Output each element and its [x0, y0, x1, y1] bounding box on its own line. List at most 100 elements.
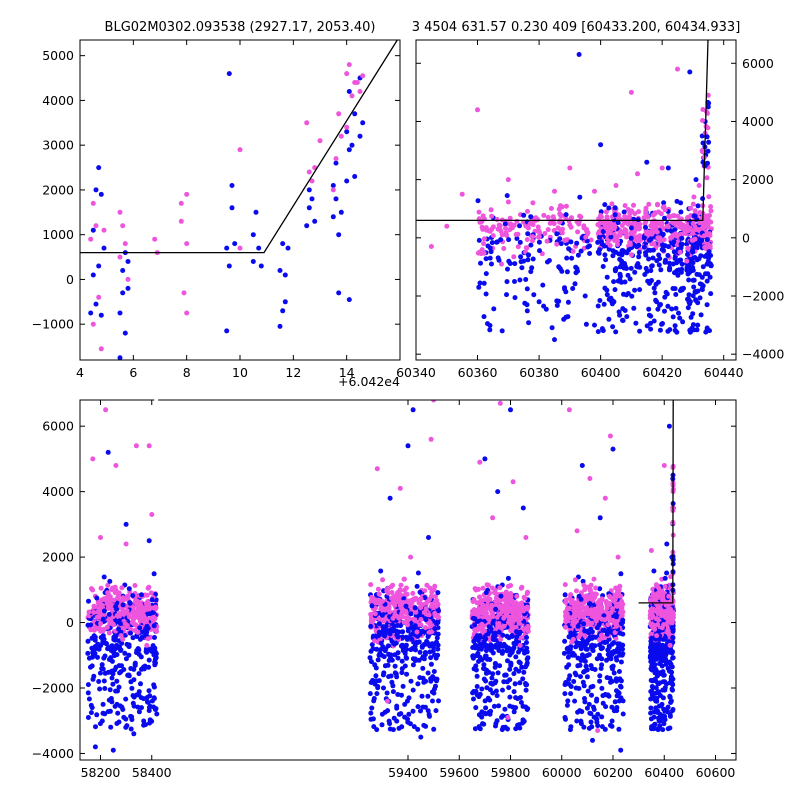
data-point	[679, 261, 685, 267]
data-point	[525, 225, 531, 231]
data-point	[503, 589, 509, 595]
data-point	[576, 52, 582, 57]
data-point	[505, 715, 511, 720]
data-point	[581, 582, 587, 588]
data-point	[97, 686, 103, 692]
data-point	[613, 183, 619, 188]
x-tick-label: 60340	[396, 365, 436, 380]
data-point	[607, 433, 613, 439]
data-point	[615, 554, 621, 560]
data-point	[617, 583, 623, 589]
data-point	[485, 243, 491, 249]
data-point	[603, 257, 609, 263]
data-point	[344, 129, 350, 135]
data-point	[333, 160, 339, 166]
data-point	[652, 290, 658, 296]
data-point	[101, 227, 107, 233]
data-point	[527, 221, 533, 227]
data-point	[130, 700, 136, 706]
data-point	[152, 659, 158, 665]
data-point	[641, 215, 647, 221]
data-point	[565, 698, 571, 704]
data-point	[594, 698, 599, 704]
data-point	[687, 329, 693, 335]
data-point	[569, 598, 575, 604]
data-point	[621, 209, 627, 215]
data-point	[90, 456, 96, 462]
data-point	[598, 209, 604, 215]
data-point	[368, 582, 374, 588]
data-point	[100, 616, 106, 622]
data-point	[667, 327, 673, 333]
axes-frame	[79, 39, 401, 361]
data-point	[480, 628, 486, 634]
data-point	[628, 235, 634, 241]
data-point	[519, 265, 525, 271]
data-point	[408, 647, 414, 653]
data-point	[654, 633, 660, 639]
data-point	[661, 622, 667, 628]
data-point	[598, 142, 604, 148]
data-point	[383, 646, 389, 652]
data-point	[473, 705, 479, 711]
data-point	[178, 218, 184, 224]
data-point	[487, 697, 493, 703]
data-point	[426, 597, 432, 602]
data-point	[96, 679, 102, 684]
data-point	[650, 586, 656, 592]
data-point	[708, 291, 714, 297]
data-point	[561, 650, 567, 656]
data-point	[661, 593, 667, 599]
data-point	[673, 305, 679, 311]
data-point	[679, 287, 685, 293]
data-point	[132, 660, 138, 666]
data-point	[503, 672, 509, 678]
data-point	[104, 594, 110, 600]
data-point	[423, 600, 429, 606]
data-point	[687, 69, 693, 75]
data-point	[506, 685, 512, 691]
data-point	[99, 662, 105, 668]
data-point	[513, 654, 519, 660]
data-point	[493, 642, 499, 648]
data-point	[478, 260, 483, 266]
data-point	[349, 93, 355, 99]
data-point	[393, 671, 399, 677]
data-point	[480, 721, 485, 727]
data-point	[585, 688, 591, 694]
data-point	[373, 673, 379, 679]
data-point	[141, 718, 147, 724]
data-point	[146, 443, 152, 449]
data-point	[306, 205, 312, 211]
data-point	[280, 308, 286, 314]
data-point	[475, 198, 481, 204]
data-point	[685, 215, 691, 221]
data-point	[481, 241, 487, 247]
data-point	[604, 631, 610, 637]
data-point	[517, 660, 523, 666]
data-point	[123, 716, 129, 722]
data-point	[636, 209, 642, 215]
data-point	[574, 240, 580, 246]
data-point	[103, 407, 109, 413]
data-point	[123, 696, 129, 702]
data-point	[662, 575, 668, 581]
data-point	[633, 320, 639, 326]
data-point	[492, 661, 498, 667]
data-point	[644, 323, 650, 329]
data-point	[100, 710, 106, 716]
data-point	[490, 650, 496, 656]
data-point	[133, 443, 139, 449]
data-point	[511, 222, 517, 228]
data-point	[629, 293, 635, 299]
data-point	[374, 466, 380, 472]
data-point	[517, 239, 523, 245]
data-point	[108, 724, 114, 730]
data-point	[670, 635, 676, 640]
data-point	[85, 650, 91, 656]
top_left-plot-area	[80, 40, 398, 360]
data-point	[93, 301, 99, 307]
data-point	[505, 266, 510, 272]
data-point	[426, 535, 431, 540]
data-point	[110, 621, 116, 627]
